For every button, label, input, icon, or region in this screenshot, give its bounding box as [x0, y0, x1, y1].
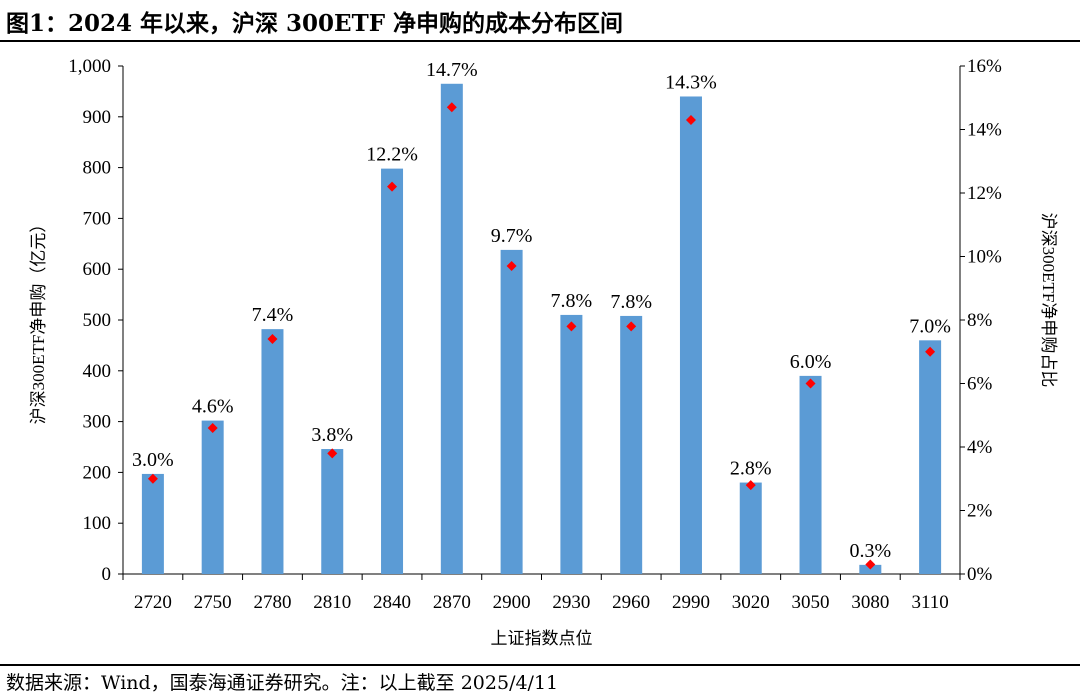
y-tick-label-right: 12% [967, 183, 1002, 204]
bar [560, 314, 583, 574]
diamond-marker [147, 473, 158, 484]
diamond-marker [626, 321, 637, 332]
y-tick-label-right: 10% [967, 247, 1002, 268]
data-label: 4.6% [192, 396, 234, 418]
x-tick-label: 2720 [134, 592, 172, 613]
x-tick-label: 3110 [911, 592, 948, 613]
x-tick-label: 2900 [493, 592, 531, 613]
y-tick-label-right: 4% [967, 437, 993, 458]
x-tick-label: 3080 [851, 592, 889, 613]
bar [440, 83, 463, 574]
data-label: 6.0% [790, 351, 832, 373]
y-tick-label-left: 100 [83, 513, 112, 534]
diamond-marker [865, 559, 876, 570]
bar [679, 96, 702, 574]
data-label: 14.3% [665, 71, 717, 93]
y-tick-label-left: 600 [83, 259, 112, 280]
data-label: 0.3% [849, 540, 891, 562]
data-label: 7.0% [909, 315, 951, 337]
y-tick-label-left: 0 [102, 564, 112, 585]
x-axis-title: 上证指数点位 [491, 629, 593, 648]
y-axis-title-left: 沪深300ETF净申购（亿元） [29, 216, 48, 425]
diamond-marker [207, 422, 218, 433]
data-label: 7.8% [610, 291, 652, 313]
y-tick-label-left: 800 [83, 158, 112, 179]
bar [620, 315, 643, 574]
y-tick-label-left: 700 [83, 208, 112, 229]
data-label: 3.8% [311, 424, 353, 446]
y-tick-label-left: 400 [83, 361, 112, 382]
diamond-marker [446, 102, 457, 113]
x-tick-label: 3050 [792, 592, 830, 613]
source-rule [0, 664, 1080, 666]
bar [799, 375, 822, 574]
y-tick-label-right: 16% [967, 56, 1002, 77]
figure-title: 图1：2024 年以来，沪深 300ETF 净申购的成本分布区间 [6, 10, 624, 37]
diamond-marker [566, 321, 577, 332]
data-label: 14.7% [426, 59, 478, 81]
y-tick-label-left: 1,000 [68, 56, 111, 77]
x-tick-label: 2960 [612, 592, 650, 613]
diamond-marker [506, 261, 517, 272]
y-tick-label-left: 300 [83, 412, 112, 433]
x-tick-label: 2840 [373, 592, 411, 613]
diamond-marker [925, 346, 936, 357]
bar [321, 449, 344, 574]
bar [919, 340, 942, 574]
y-tick-label-left: 900 [83, 107, 112, 128]
bar-chart: 0 100 200 300 400 500 600 700 800 900 1,000 0% 2% 4% 6… [29, 56, 1058, 648]
x-tick-label: 2780 [253, 592, 291, 613]
x-tick-label: 2870 [433, 592, 471, 613]
y-tick-label-right: 8% [967, 310, 993, 331]
data-label: 7.4% [252, 304, 294, 326]
x-tick-label: 2930 [552, 592, 590, 613]
y-tick-label-left: 200 [83, 462, 112, 483]
diamond-marker [327, 448, 338, 459]
y-tick-label-left: 500 [83, 310, 112, 331]
data-label: 12.2% [366, 144, 418, 166]
bar [261, 329, 284, 574]
source-note: 数据来源：Wind，国泰海通证券研究。注：以上截至 2025/4/11 [6, 672, 559, 694]
bar [500, 249, 523, 574]
title-rule [0, 40, 1080, 42]
data-label: 7.8% [551, 290, 593, 312]
diamond-marker [685, 114, 696, 125]
bar [739, 482, 762, 574]
y-tick-label-right: 2% [967, 501, 993, 522]
y-tick-label-right: 14% [967, 120, 1002, 141]
bar [201, 420, 224, 574]
bar [141, 473, 164, 574]
data-label: 2.8% [730, 458, 772, 480]
x-tick-label: 2750 [194, 592, 232, 613]
bar [381, 168, 404, 574]
data-label: 9.7% [491, 225, 533, 247]
x-tick-label: 2810 [313, 592, 351, 613]
data-label: 3.0% [132, 449, 174, 471]
x-tick-label: 2990 [672, 592, 710, 613]
diamond-marker [745, 480, 756, 491]
diamond-marker [387, 181, 398, 192]
y-axis-title-right: 沪深300ETF净申购占比 [1039, 213, 1058, 388]
y-tick-label-right: 6% [967, 374, 993, 395]
y-tick-label-right: 0% [967, 564, 993, 585]
diamond-marker [267, 334, 278, 345]
x-tick-label: 3020 [732, 592, 770, 613]
diamond-marker [805, 378, 816, 389]
